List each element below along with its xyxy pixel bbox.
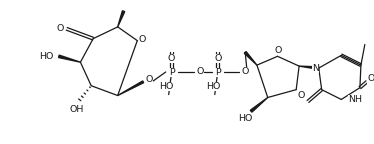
Text: HO: HO	[238, 114, 252, 123]
Text: OH: OH	[69, 105, 84, 114]
Text: NH: NH	[348, 95, 362, 104]
Polygon shape	[250, 97, 268, 112]
Text: HO: HO	[39, 52, 53, 61]
Polygon shape	[118, 81, 144, 95]
Text: O: O	[297, 91, 305, 100]
Text: O: O	[56, 24, 64, 33]
Text: O: O	[242, 67, 249, 75]
Text: P: P	[169, 68, 175, 76]
Text: N: N	[312, 64, 319, 73]
Polygon shape	[244, 52, 257, 65]
Text: O: O	[138, 35, 146, 44]
Text: O: O	[368, 74, 374, 83]
Text: P: P	[215, 68, 221, 76]
Text: O: O	[168, 54, 175, 63]
Text: HO: HO	[160, 82, 174, 91]
Polygon shape	[118, 11, 125, 27]
Text: O: O	[214, 54, 221, 63]
Polygon shape	[58, 55, 80, 62]
Text: O: O	[145, 75, 153, 84]
Text: O: O	[275, 46, 282, 55]
Text: HO: HO	[206, 82, 220, 91]
Polygon shape	[299, 66, 319, 69]
Text: O: O	[196, 67, 204, 75]
